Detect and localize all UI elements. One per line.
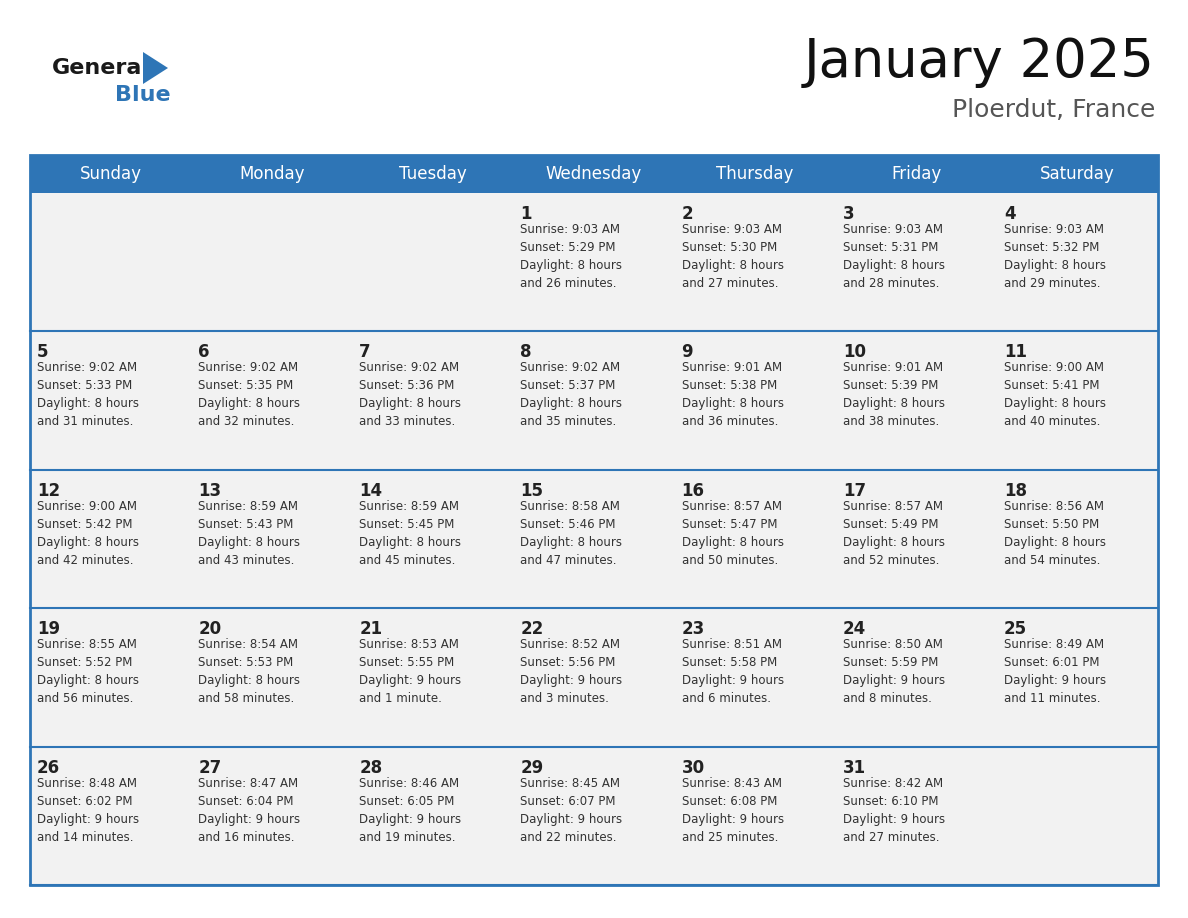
Text: Sunrise: 9:02 AM
Sunset: 5:35 PM
Daylight: 8 hours
and 32 minutes.: Sunrise: 9:02 AM Sunset: 5:35 PM Dayligh… xyxy=(198,362,301,429)
Text: 1: 1 xyxy=(520,205,532,223)
Text: Sunrise: 8:48 AM
Sunset: 6:02 PM
Daylight: 9 hours
and 14 minutes.: Sunrise: 8:48 AM Sunset: 6:02 PM Dayligh… xyxy=(37,777,139,844)
Polygon shape xyxy=(143,52,168,84)
Text: Sunrise: 9:00 AM
Sunset: 5:42 PM
Daylight: 8 hours
and 42 minutes.: Sunrise: 9:00 AM Sunset: 5:42 PM Dayligh… xyxy=(37,499,139,566)
Text: Sunrise: 9:03 AM
Sunset: 5:30 PM
Daylight: 8 hours
and 27 minutes.: Sunrise: 9:03 AM Sunset: 5:30 PM Dayligh… xyxy=(682,223,784,290)
Text: Sunrise: 8:56 AM
Sunset: 5:50 PM
Daylight: 8 hours
and 54 minutes.: Sunrise: 8:56 AM Sunset: 5:50 PM Dayligh… xyxy=(1004,499,1106,566)
Text: Sunrise: 8:50 AM
Sunset: 5:59 PM
Daylight: 9 hours
and 8 minutes.: Sunrise: 8:50 AM Sunset: 5:59 PM Dayligh… xyxy=(842,638,944,705)
Text: Sunrise: 8:52 AM
Sunset: 5:56 PM
Daylight: 9 hours
and 3 minutes.: Sunrise: 8:52 AM Sunset: 5:56 PM Dayligh… xyxy=(520,638,623,705)
Text: 26: 26 xyxy=(37,758,61,777)
Bar xyxy=(30,155,1158,193)
Text: Sunrise: 8:57 AM
Sunset: 5:47 PM
Daylight: 8 hours
and 50 minutes.: Sunrise: 8:57 AM Sunset: 5:47 PM Dayligh… xyxy=(682,499,784,566)
Text: Sunrise: 9:02 AM
Sunset: 5:33 PM
Daylight: 8 hours
and 31 minutes.: Sunrise: 9:02 AM Sunset: 5:33 PM Dayligh… xyxy=(37,362,139,429)
Text: Blue: Blue xyxy=(115,85,171,105)
Text: 31: 31 xyxy=(842,758,866,777)
Text: January 2025: January 2025 xyxy=(804,36,1155,88)
Text: 29: 29 xyxy=(520,758,544,777)
Text: Sunrise: 8:57 AM
Sunset: 5:49 PM
Daylight: 8 hours
and 52 minutes.: Sunrise: 8:57 AM Sunset: 5:49 PM Dayligh… xyxy=(842,499,944,566)
Bar xyxy=(30,609,1158,746)
Text: 5: 5 xyxy=(37,343,49,362)
Text: Sunrise: 9:01 AM
Sunset: 5:39 PM
Daylight: 8 hours
and 38 minutes.: Sunrise: 9:01 AM Sunset: 5:39 PM Dayligh… xyxy=(842,362,944,429)
Text: Sunrise: 8:42 AM
Sunset: 6:10 PM
Daylight: 9 hours
and 27 minutes.: Sunrise: 8:42 AM Sunset: 6:10 PM Dayligh… xyxy=(842,777,944,844)
Text: Sunrise: 8:49 AM
Sunset: 6:01 PM
Daylight: 9 hours
and 11 minutes.: Sunrise: 8:49 AM Sunset: 6:01 PM Dayligh… xyxy=(1004,638,1106,705)
Text: 4: 4 xyxy=(1004,205,1016,223)
Text: 20: 20 xyxy=(198,621,221,638)
Text: 11: 11 xyxy=(1004,343,1026,362)
Text: 3: 3 xyxy=(842,205,854,223)
Text: Sunrise: 8:53 AM
Sunset: 5:55 PM
Daylight: 9 hours
and 1 minute.: Sunrise: 8:53 AM Sunset: 5:55 PM Dayligh… xyxy=(359,638,461,705)
Text: Sunrise: 8:46 AM
Sunset: 6:05 PM
Daylight: 9 hours
and 19 minutes.: Sunrise: 8:46 AM Sunset: 6:05 PM Dayligh… xyxy=(359,777,461,844)
Text: Sunday: Sunday xyxy=(80,165,141,183)
Text: Sunrise: 9:03 AM
Sunset: 5:32 PM
Daylight: 8 hours
and 29 minutes.: Sunrise: 9:03 AM Sunset: 5:32 PM Dayligh… xyxy=(1004,223,1106,290)
Text: 23: 23 xyxy=(682,621,704,638)
Text: 21: 21 xyxy=(359,621,383,638)
Text: Sunrise: 8:47 AM
Sunset: 6:04 PM
Daylight: 9 hours
and 16 minutes.: Sunrise: 8:47 AM Sunset: 6:04 PM Dayligh… xyxy=(198,777,301,844)
Text: Sunrise: 8:51 AM
Sunset: 5:58 PM
Daylight: 9 hours
and 6 minutes.: Sunrise: 8:51 AM Sunset: 5:58 PM Dayligh… xyxy=(682,638,784,705)
Text: Sunrise: 9:02 AM
Sunset: 5:36 PM
Daylight: 8 hours
and 33 minutes.: Sunrise: 9:02 AM Sunset: 5:36 PM Dayligh… xyxy=(359,362,461,429)
Text: 22: 22 xyxy=(520,621,544,638)
Text: Thursday: Thursday xyxy=(716,165,794,183)
Text: Sunrise: 8:55 AM
Sunset: 5:52 PM
Daylight: 8 hours
and 56 minutes.: Sunrise: 8:55 AM Sunset: 5:52 PM Dayligh… xyxy=(37,638,139,705)
Text: 16: 16 xyxy=(682,482,704,499)
Text: Sunrise: 9:03 AM
Sunset: 5:31 PM
Daylight: 8 hours
and 28 minutes.: Sunrise: 9:03 AM Sunset: 5:31 PM Dayligh… xyxy=(842,223,944,290)
Text: 10: 10 xyxy=(842,343,866,362)
Text: 24: 24 xyxy=(842,621,866,638)
Bar xyxy=(30,470,1158,609)
Bar xyxy=(30,193,1158,331)
Text: 8: 8 xyxy=(520,343,532,362)
Text: 12: 12 xyxy=(37,482,61,499)
Text: Sunrise: 9:01 AM
Sunset: 5:38 PM
Daylight: 8 hours
and 36 minutes.: Sunrise: 9:01 AM Sunset: 5:38 PM Dayligh… xyxy=(682,362,784,429)
Text: 25: 25 xyxy=(1004,621,1026,638)
Text: Ploerdut, France: Ploerdut, France xyxy=(952,98,1155,122)
Text: Sunrise: 9:02 AM
Sunset: 5:37 PM
Daylight: 8 hours
and 35 minutes.: Sunrise: 9:02 AM Sunset: 5:37 PM Dayligh… xyxy=(520,362,623,429)
Text: 19: 19 xyxy=(37,621,61,638)
Text: Saturday: Saturday xyxy=(1040,165,1114,183)
Text: Sunrise: 8:54 AM
Sunset: 5:53 PM
Daylight: 8 hours
and 58 minutes.: Sunrise: 8:54 AM Sunset: 5:53 PM Dayligh… xyxy=(198,638,301,705)
Text: Sunrise: 9:00 AM
Sunset: 5:41 PM
Daylight: 8 hours
and 40 minutes.: Sunrise: 9:00 AM Sunset: 5:41 PM Dayligh… xyxy=(1004,362,1106,429)
Text: 6: 6 xyxy=(198,343,209,362)
Bar xyxy=(30,746,1158,885)
Text: Friday: Friday xyxy=(891,165,941,183)
Text: Sunrise: 9:03 AM
Sunset: 5:29 PM
Daylight: 8 hours
and 26 minutes.: Sunrise: 9:03 AM Sunset: 5:29 PM Dayligh… xyxy=(520,223,623,290)
Text: 2: 2 xyxy=(682,205,693,223)
Bar xyxy=(30,331,1158,470)
Text: Sunrise: 8:45 AM
Sunset: 6:07 PM
Daylight: 9 hours
and 22 minutes.: Sunrise: 8:45 AM Sunset: 6:07 PM Dayligh… xyxy=(520,777,623,844)
Text: 15: 15 xyxy=(520,482,543,499)
Text: Sunrise: 8:58 AM
Sunset: 5:46 PM
Daylight: 8 hours
and 47 minutes.: Sunrise: 8:58 AM Sunset: 5:46 PM Dayligh… xyxy=(520,499,623,566)
Text: 30: 30 xyxy=(682,758,704,777)
Text: 9: 9 xyxy=(682,343,693,362)
Text: Wednesday: Wednesday xyxy=(545,165,643,183)
Text: Sunrise: 8:43 AM
Sunset: 6:08 PM
Daylight: 9 hours
and 25 minutes.: Sunrise: 8:43 AM Sunset: 6:08 PM Dayligh… xyxy=(682,777,784,844)
Bar xyxy=(30,155,1158,885)
Text: Sunrise: 8:59 AM
Sunset: 5:43 PM
Daylight: 8 hours
and 43 minutes.: Sunrise: 8:59 AM Sunset: 5:43 PM Dayligh… xyxy=(198,499,301,566)
Text: 7: 7 xyxy=(359,343,371,362)
Text: 28: 28 xyxy=(359,758,383,777)
Text: General: General xyxy=(52,58,150,78)
Text: 17: 17 xyxy=(842,482,866,499)
Text: 14: 14 xyxy=(359,482,383,499)
Text: Sunrise: 8:59 AM
Sunset: 5:45 PM
Daylight: 8 hours
and 45 minutes.: Sunrise: 8:59 AM Sunset: 5:45 PM Dayligh… xyxy=(359,499,461,566)
Text: 13: 13 xyxy=(198,482,221,499)
Text: Tuesday: Tuesday xyxy=(399,165,467,183)
Text: 27: 27 xyxy=(198,758,221,777)
Text: Monday: Monday xyxy=(239,165,304,183)
Text: 18: 18 xyxy=(1004,482,1026,499)
